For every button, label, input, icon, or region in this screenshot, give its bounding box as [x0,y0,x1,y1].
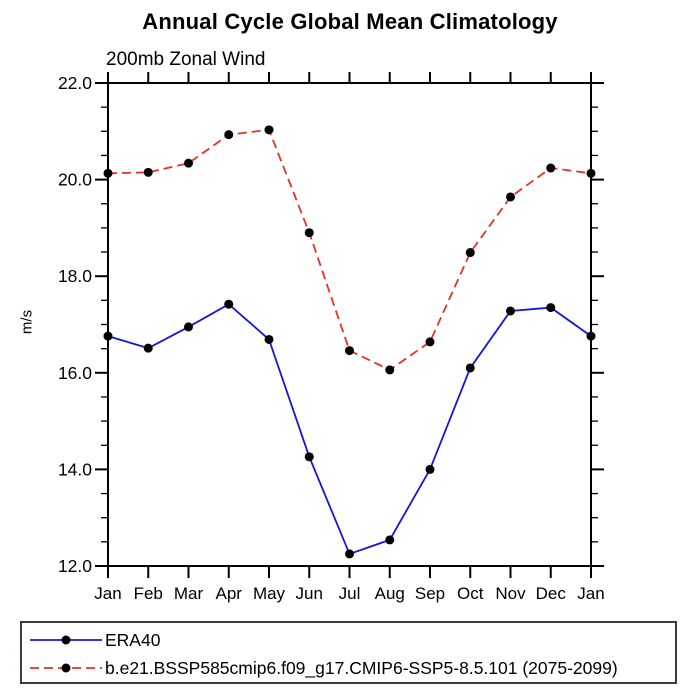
x-tick-label: Oct [457,584,484,603]
x-tick-label: Mar [174,584,204,603]
plot-frame [107,82,592,567]
legend-box: ERA40 b.e21.BSSP585cmip6.f09_g17.CMIP6-S… [20,621,677,684]
chart-plot-area: Jan Feb Mar Apr May Jun Jul Aug Sep Oct Nov Dec Jan1… [58,72,605,603]
chart-subtitle: 200mb Zonal Wind [106,49,266,70]
page-title: Annual Cycle Global Mean Climatology [142,9,558,34]
y-tick-label: 12.0 [58,556,92,576]
data-point-marker [586,168,596,178]
x-tick-label: Jan [577,584,604,603]
x-tick-label: May [253,584,286,603]
data-point-marker [264,125,274,135]
x-tick-label: Apr [216,584,243,603]
data-point-marker [345,346,354,356]
data-point-marker [546,303,556,313]
x-tick-label: Nov [495,584,526,603]
legend-line-sample-solid [30,635,102,645]
series-line-1 [107,128,592,371]
data-point-marker [586,331,596,341]
data-point-marker [425,337,435,347]
legend-entry-era40: ERA40 [27,628,160,652]
x-tick-label: Jun [296,584,323,603]
legend-label-era40: ERA40 [105,630,161,650]
data-point-marker [304,452,314,462]
x-tick-label: Dec [536,584,567,603]
data-point-marker [184,158,193,168]
data-point-marker [385,365,395,375]
data-point-marker [506,192,515,202]
x-tick-label: Jul [339,584,361,603]
data-point-marker [224,130,234,140]
x-tick-label: Jan [94,584,121,603]
data-point-marker [224,299,234,309]
series-line-0 [107,303,592,556]
data-point-marker [546,163,556,173]
x-tick-label: Feb [134,584,163,603]
data-point-marker [506,306,515,316]
x-tick-label: Sep [415,584,445,603]
data-point-marker [143,343,153,353]
data-point-marker [345,549,354,559]
legend-line-sample-dashed [30,663,102,673]
y-tick-label: 14.0 [58,459,92,479]
data-point-marker [465,248,475,258]
legend-entry-model: b.e21.BSSP585cmip6.f09_g17.CMIP6-SSP5-8.… [27,656,618,680]
data-point-marker [103,168,113,178]
data-point-marker [465,363,475,373]
data-point-marker [103,331,113,341]
data-point-marker [143,167,153,177]
y-tick-label: 18.0 [58,266,92,286]
x-tick-label: Aug [375,584,405,603]
y-tick-label: 20.0 [58,170,92,190]
data-point-marker [184,322,193,332]
y-tick-label: 16.0 [58,363,92,383]
data-point-marker [425,464,435,474]
y-tick-label: 22.0 [58,73,92,93]
legend-label-model: b.e21.BSSP585cmip6.f09_g17.CMIP6-SSP5-8.… [105,658,618,678]
data-point-marker [264,334,274,344]
data-point-marker [304,228,314,238]
data-point-marker [385,535,395,545]
